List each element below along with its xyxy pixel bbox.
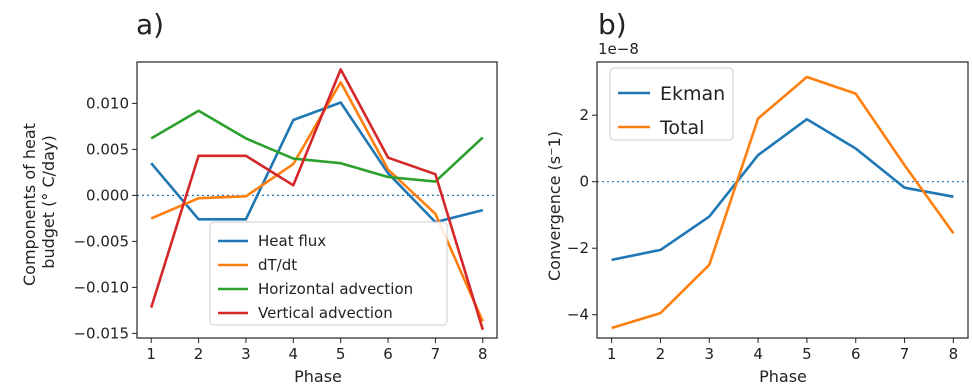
plot-area-a: 1 2 3 4 5 6 7 8 −0.015 −0.010 −0.005 0.000 0.005 0.01… — [73, 61, 498, 363]
y-tick-label: −0.005 — [73, 232, 129, 250]
series-line-ekman — [611, 117, 954, 262]
legend-box — [609, 67, 734, 141]
x-tick-label: 5 — [802, 345, 812, 363]
y-tick-label: −4 — [567, 306, 589, 324]
legend: Heat flux dT/dt Horizontal advection Vertic… — [209, 221, 448, 326]
y-tick-label: 0.010 — [86, 94, 129, 112]
y-tick-label: 2 — [579, 106, 589, 124]
legend: Ekman Total — [609, 67, 734, 141]
x-tick-label: 8 — [949, 345, 959, 363]
x-axis-label-b: Phase — [759, 367, 807, 384]
series-line-dt-dt — [150, 80, 484, 322]
legend-label: Ekman — [660, 83, 725, 105]
y-tick-label: 0 — [579, 173, 589, 191]
x-tick-label: 2 — [194, 345, 204, 363]
panel-b-label: b) — [598, 8, 627, 41]
y-tick-label: −0.010 — [73, 278, 129, 296]
y-offset-text-b: 1e−8 — [598, 40, 639, 58]
series-line-total — [611, 75, 955, 330]
x-tick-label: 3 — [705, 345, 715, 363]
x-tick-label: 3 — [241, 345, 251, 363]
y-tick-label: 0.005 — [86, 140, 129, 158]
legend-label: Total — [659, 117, 704, 139]
x-tick-label: 5 — [336, 345, 346, 363]
panel-a: a) 1 2 3 4 5 6 7 8 −0.015 −0.010 −0.005 0.000 0.005 0… — [20, 8, 498, 384]
series-line-heat-flux — [150, 101, 484, 224]
panel-a-label: a) — [136, 8, 164, 41]
x-tick-label: 8 — [478, 345, 488, 363]
x-axis-label-a: Phase — [294, 367, 342, 384]
y-axis-label-b: Convergence (s⁻1) — [545, 131, 564, 281]
y-tick-label: −2 — [567, 239, 589, 257]
legend-label: Vertical advection — [258, 304, 393, 322]
x-tick-label: 6 — [851, 345, 861, 363]
x-tick-label: 4 — [753, 345, 763, 363]
legend-label: Heat flux — [258, 232, 326, 250]
panel-b: b) 1e−8 1 2 3 4 5 6 7 8 −4 −2 0 2 Ekman Total Phase C… — [545, 8, 969, 384]
plot-area-b: 1 2 3 4 5 6 7 8 −4 −2 0 2 Ekman Total — [567, 61, 969, 363]
x-tick-label: 2 — [656, 345, 666, 363]
x-tick-label: 7 — [431, 345, 441, 363]
axes-frame — [136, 61, 498, 339]
x-tick-label: 6 — [383, 345, 393, 363]
x-tick-label: 1 — [607, 345, 617, 363]
series-line-horizontal-advection — [150, 109, 484, 183]
x-tick-label: 7 — [900, 345, 910, 363]
x-tick-label: 1 — [146, 345, 156, 363]
y-tick-label: −0.015 — [73, 324, 129, 342]
y-tick-label: 0.000 — [86, 186, 129, 204]
x-tick-label: 4 — [289, 345, 299, 363]
y-axis-label-a: Components of heat budget (° C/day) — [20, 118, 58, 286]
legend-label: Horizontal advection — [258, 280, 413, 298]
legend-label: dT/dt — [258, 256, 297, 274]
legend-box — [209, 221, 448, 326]
series-line-vertical-advection — [149, 68, 485, 331]
axes-frame — [596, 61, 969, 339]
